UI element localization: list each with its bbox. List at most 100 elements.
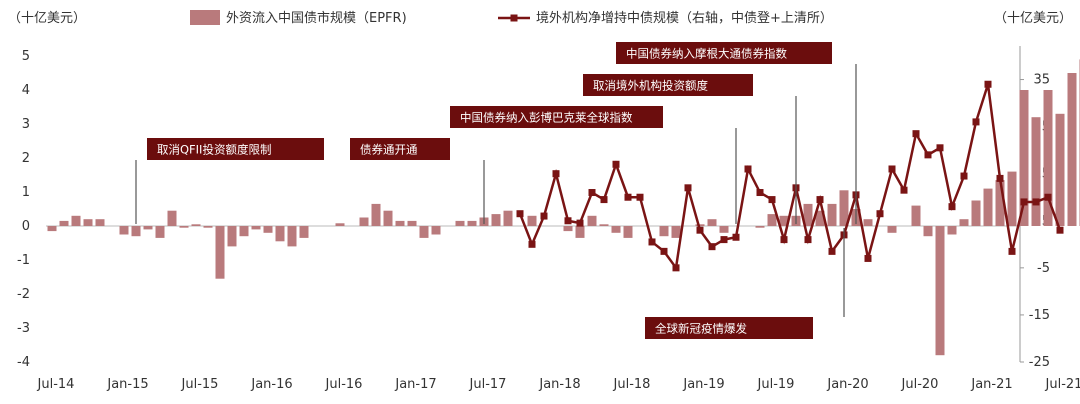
legend: 外资流入中国债市规模（EPFR) 境外机构净增持中债规模（右轴，中债登+上清所） bbox=[190, 10, 833, 26]
bar bbox=[1055, 113, 1065, 226]
annotation-layer: 取消QFII投资额度限制 债券通开通 中国债券纳入彭博巴克莱全球指数 取消境外机构投资… bbox=[135, 42, 857, 339]
line-marker bbox=[864, 254, 872, 262]
bar bbox=[119, 226, 129, 235]
legend-swatch-bars bbox=[190, 10, 220, 25]
line-marker bbox=[876, 210, 884, 218]
left-tick-label: -2 bbox=[17, 287, 30, 302]
annotation-box bbox=[450, 106, 663, 128]
x-tick-label: Jan-21 bbox=[970, 377, 1012, 392]
bar bbox=[863, 219, 873, 226]
x-tick-label: Jan-16 bbox=[250, 377, 292, 392]
annotation-callout: 全球新冠疫情爆发 bbox=[645, 228, 845, 339]
bar bbox=[695, 224, 705, 226]
bar bbox=[179, 226, 189, 228]
line-marker bbox=[528, 240, 536, 248]
line-marker bbox=[612, 160, 620, 168]
bar bbox=[779, 215, 789, 226]
bar bbox=[887, 226, 897, 233]
bar bbox=[167, 210, 177, 226]
bar bbox=[671, 226, 681, 238]
right-tick-label: -15 bbox=[1029, 308, 1050, 323]
bar bbox=[191, 224, 201, 226]
x-tick-label: Jan-19 bbox=[682, 377, 724, 392]
annotation-label: 债券通开通 bbox=[360, 143, 418, 157]
right-tick-label: -25 bbox=[1029, 355, 1050, 370]
line-marker bbox=[1008, 247, 1016, 255]
line-marker bbox=[924, 151, 932, 159]
bar bbox=[95, 219, 105, 226]
bar bbox=[1067, 73, 1077, 226]
line-marker bbox=[900, 186, 908, 194]
left-tick-label: 5 bbox=[22, 49, 30, 64]
bar bbox=[983, 188, 993, 226]
line-marker bbox=[780, 236, 788, 244]
line-marker bbox=[996, 174, 1004, 182]
line-marker bbox=[768, 196, 776, 204]
bar bbox=[611, 226, 621, 233]
bar bbox=[47, 226, 57, 232]
bar bbox=[1031, 117, 1041, 226]
bar bbox=[131, 226, 141, 237]
line-marker bbox=[552, 170, 560, 178]
bar bbox=[815, 210, 825, 226]
line-marker bbox=[636, 193, 644, 201]
bar bbox=[371, 203, 381, 226]
right-axis-unit: （十亿美元） bbox=[994, 11, 1072, 26]
bar bbox=[707, 219, 717, 226]
bar bbox=[59, 220, 69, 226]
right-tick-label: -5 bbox=[1037, 261, 1050, 276]
bar bbox=[83, 219, 93, 226]
bar bbox=[1019, 90, 1029, 226]
left-tick-label: -1 bbox=[17, 253, 30, 268]
bar bbox=[563, 226, 573, 232]
line-marker bbox=[1056, 226, 1064, 234]
line-marker bbox=[1044, 193, 1052, 201]
bar bbox=[335, 223, 345, 226]
bar bbox=[467, 220, 477, 226]
bar bbox=[959, 219, 969, 226]
bar bbox=[419, 226, 429, 238]
line-marker bbox=[984, 80, 992, 88]
right-tick-label: 35 bbox=[1033, 73, 1050, 88]
bar bbox=[971, 200, 981, 226]
bar bbox=[491, 214, 501, 226]
bar bbox=[623, 226, 633, 238]
line-marker bbox=[564, 217, 572, 225]
x-tick-label: Jul-14 bbox=[37, 377, 75, 392]
bar bbox=[359, 217, 369, 226]
annotation-box bbox=[147, 138, 324, 160]
bar bbox=[455, 220, 465, 226]
x-tick-label: Jul-15 bbox=[181, 377, 219, 392]
line-marker bbox=[540, 212, 548, 220]
line-marker bbox=[972, 118, 980, 126]
left-tick-label: -4 bbox=[17, 355, 30, 370]
bar bbox=[299, 226, 309, 238]
annotation-label: 取消境外机构投资额度 bbox=[593, 79, 708, 93]
bar bbox=[203, 226, 213, 228]
x-tick-label: Jan-20 bbox=[826, 377, 868, 392]
annotation-callout: 债券通开通 bbox=[350, 138, 485, 224]
bar bbox=[935, 226, 945, 356]
annotation-box bbox=[616, 42, 832, 64]
x-tick-label: Jul-16 bbox=[325, 377, 363, 392]
line-marker bbox=[516, 210, 524, 218]
annotation-label: 中国债券纳入摩根大通债券指数 bbox=[626, 47, 787, 61]
annotation-callout: 取消QFII投资额度限制 bbox=[135, 138, 324, 224]
bar bbox=[827, 203, 837, 226]
left-tick-label: 2 bbox=[22, 151, 30, 166]
bar bbox=[143, 226, 153, 230]
bar bbox=[527, 215, 537, 226]
left-tick-label: 0 bbox=[22, 219, 30, 234]
bar bbox=[431, 226, 441, 235]
x-tick-label: Jan-17 bbox=[394, 377, 436, 392]
left-tick-label: 4 bbox=[22, 83, 30, 98]
bar bbox=[1007, 171, 1017, 226]
bar bbox=[995, 180, 1005, 226]
x-tick-label: Jan-18 bbox=[538, 377, 580, 392]
bar bbox=[395, 220, 405, 226]
x-tick-label: Jul-17 bbox=[469, 377, 507, 392]
line-marker bbox=[708, 243, 716, 251]
x-tick-label: Jul-19 bbox=[757, 377, 795, 392]
left-tick-label: 3 bbox=[22, 117, 30, 132]
bar bbox=[719, 226, 729, 233]
